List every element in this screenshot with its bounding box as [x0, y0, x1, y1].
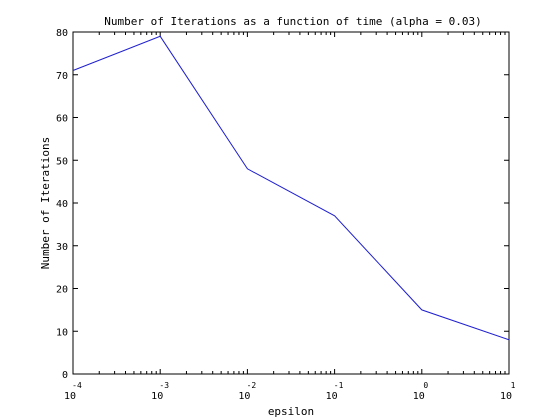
- y-tick-label: 70: [56, 71, 68, 82]
- y-tick-label: 10: [56, 327, 68, 338]
- x-tick-label: 10: [151, 391, 163, 402]
- y-tick-label: 30: [56, 242, 68, 253]
- y-tick-label: 20: [56, 285, 68, 296]
- x-tick-exponent: -2: [247, 381, 257, 390]
- series-layer: [72, 35, 510, 341]
- y-tick-label: 0: [62, 370, 68, 381]
- x-tick-exponent: -4: [72, 381, 82, 390]
- x-tick-label: 10: [326, 391, 338, 402]
- x-tick-exponent: 0: [423, 381, 428, 390]
- series-line: [72, 35, 510, 341]
- x-tick-exponent: 1: [511, 381, 516, 390]
- x-tick-exponent: -1: [334, 381, 344, 390]
- x-tick-label: 10: [238, 391, 250, 402]
- x-tick-label: 10: [64, 391, 76, 402]
- x-tick-exponent: -3: [159, 381, 169, 390]
- y-tick-label: 60: [56, 114, 68, 125]
- x-tick-label: 10: [500, 391, 512, 402]
- chart-title: Number of Iterations as a function of ti…: [104, 15, 482, 28]
- y-tick-label: 80: [56, 28, 68, 39]
- y-tick-label: 40: [56, 199, 68, 210]
- x-tick-label: 10: [413, 391, 425, 402]
- y-tick-label: 50: [56, 156, 68, 167]
- plot-frame: [72, 31, 510, 375]
- y-axis-label: Number of Iterations: [39, 137, 52, 269]
- x-axis-label: epsilon: [268, 405, 314, 418]
